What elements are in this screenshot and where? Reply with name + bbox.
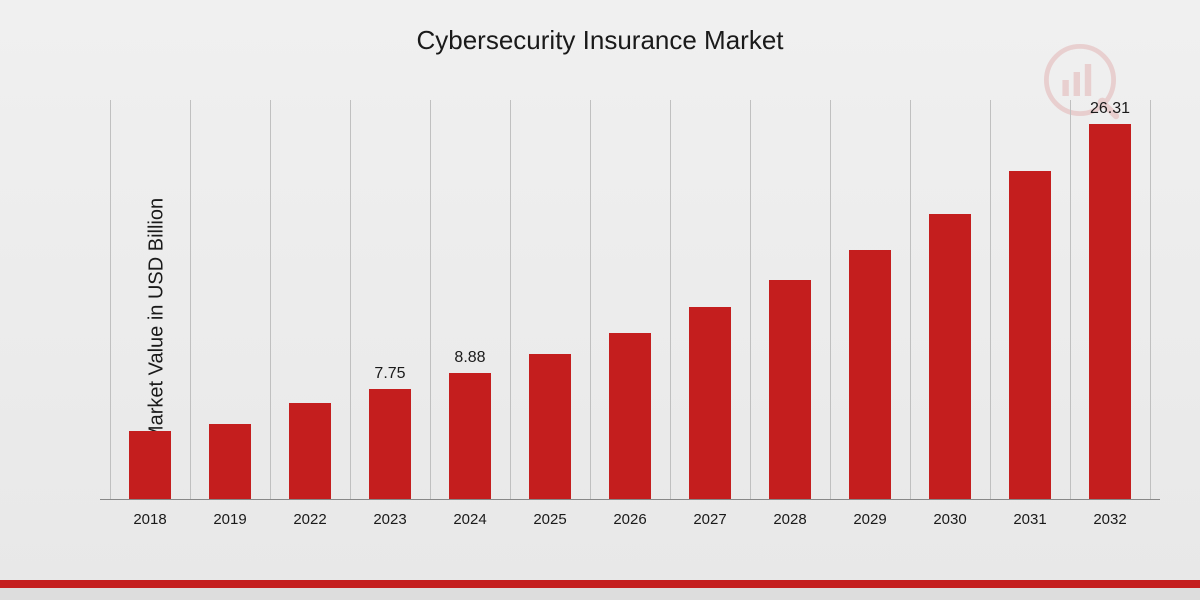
bar	[1009, 171, 1051, 500]
bar	[769, 280, 811, 500]
bar-group: 7.75	[350, 100, 430, 500]
x-tick-label: 2032	[1070, 511, 1150, 528]
bar	[689, 307, 731, 500]
bar-group: 26.31	[1070, 100, 1150, 500]
x-tick-label: 2019	[190, 511, 270, 528]
bar-group	[190, 100, 270, 500]
x-tick-label: 2025	[510, 511, 590, 528]
bar	[449, 373, 491, 500]
plot-area: 7.75 8.88 26.31	[100, 100, 1160, 500]
bar	[929, 214, 971, 500]
x-axis-labels: 2018201920222023202420252026202720282029…	[100, 511, 1160, 528]
bar-group	[910, 100, 990, 500]
x-tick-label: 2024	[430, 511, 510, 528]
bar	[369, 389, 411, 500]
bar-group	[510, 100, 590, 500]
baseline	[100, 499, 1160, 500]
chart-container: Market Value in USD Billion 7.758.8826.3…	[80, 100, 1160, 540]
x-tick-label: 2022	[270, 511, 350, 528]
x-tick-label: 2028	[750, 511, 830, 528]
footer-red-band	[0, 580, 1200, 588]
bar-value-label: 7.75	[374, 365, 405, 383]
x-tick-label: 2018	[110, 511, 190, 528]
bar-value-label: 8.88	[454, 349, 485, 367]
bar-group: 8.88	[430, 100, 510, 500]
bar	[529, 354, 571, 500]
bar-group	[990, 100, 1070, 500]
bar	[129, 431, 171, 500]
x-tick-label: 2027	[670, 511, 750, 528]
x-tick-label: 2031	[990, 511, 1070, 528]
x-tick-label: 2026	[590, 511, 670, 528]
chart-title: Cybersecurity Insurance Market	[0, 0, 1200, 56]
bar-group	[270, 100, 350, 500]
footer-gray-band	[0, 588, 1200, 600]
footer-band	[0, 580, 1200, 600]
bar	[609, 333, 651, 500]
bar-group	[830, 100, 910, 500]
x-tick-label: 2029	[830, 511, 910, 528]
bar	[1089, 124, 1131, 500]
bar	[849, 250, 891, 500]
bar	[209, 424, 251, 500]
bar-group	[590, 100, 670, 500]
bar-value-label: 26.31	[1090, 100, 1130, 118]
bar-group	[750, 100, 830, 500]
bar-group	[670, 100, 750, 500]
x-tick-label: 2023	[350, 511, 430, 528]
x-tick-label: 2030	[910, 511, 990, 528]
bar-group	[110, 100, 190, 500]
bar	[289, 403, 331, 500]
